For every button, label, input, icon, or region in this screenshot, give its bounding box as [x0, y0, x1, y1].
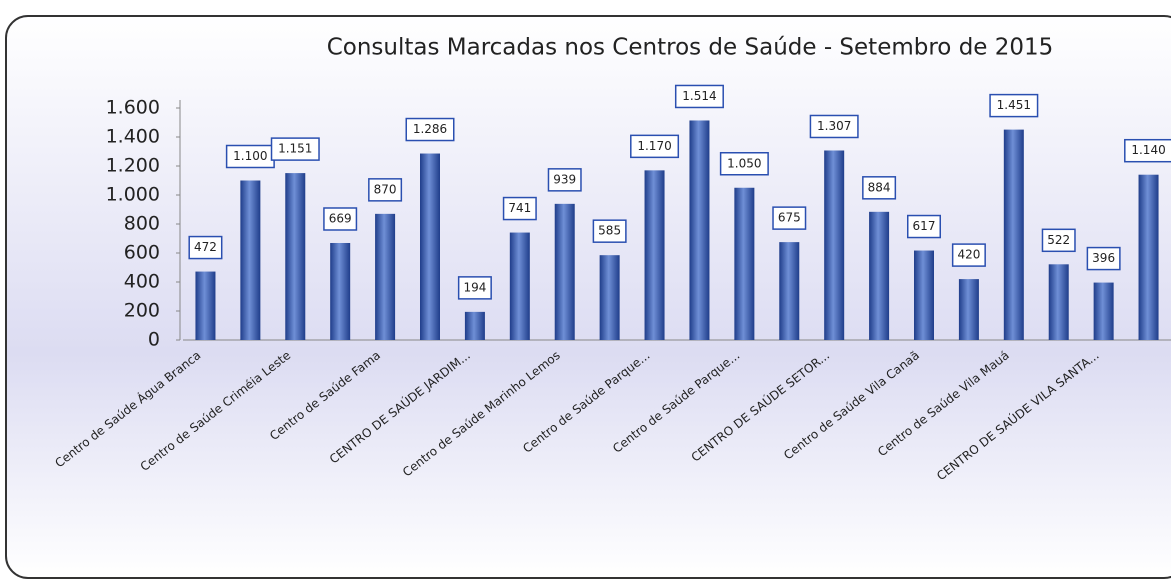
data-label-box [323, 207, 358, 231]
data-label-box [547, 168, 582, 192]
bar [734, 187, 755, 340]
data-label: 1.514 [682, 89, 716, 103]
data-label: 1.170 [637, 139, 671, 153]
data-label-box [951, 243, 986, 267]
data-label: 1.050 [727, 156, 761, 170]
bar [869, 211, 890, 340]
bar [464, 311, 485, 340]
bar [195, 271, 216, 340]
data-label-box [1124, 138, 1171, 163]
data-label-box [630, 134, 680, 159]
data-label-box [1041, 228, 1076, 253]
bar [1138, 174, 1159, 340]
data-label-box [719, 152, 769, 176]
data-label: 675 [778, 211, 801, 225]
data-label: 522 [1047, 233, 1070, 247]
data-label-box [907, 214, 941, 239]
bar [779, 242, 800, 340]
y-tick-label: 1.200 [106, 155, 160, 177]
bar [330, 242, 351, 340]
data-label: 1.100 [233, 149, 267, 163]
y-tick-label: 1.000 [106, 184, 160, 206]
data-label: 585 [598, 224, 621, 238]
data-label-box [809, 114, 859, 139]
data-label: 194 [463, 280, 486, 294]
bar [509, 232, 530, 340]
bar [599, 255, 620, 340]
data-label-box [592, 219, 627, 243]
data-label-box [862, 176, 897, 200]
data-label: 1.451 [997, 98, 1031, 112]
bar [644, 170, 665, 340]
data-label-box [772, 206, 807, 230]
data-label-box [368, 178, 403, 202]
data-label: 741 [508, 201, 531, 215]
y-tick-label: 1.600 [106, 97, 160, 119]
data-label: 396 [1092, 251, 1115, 265]
data-label: 420 [957, 248, 980, 262]
bar [1093, 282, 1114, 340]
bar [689, 120, 710, 340]
data-label-box [188, 235, 223, 260]
data-label-box [674, 84, 724, 109]
data-label-box [405, 117, 455, 142]
y-tick-label: 600 [124, 242, 160, 264]
data-label-box [989, 93, 1039, 118]
bar [285, 173, 306, 340]
bar [824, 150, 845, 340]
bar [914, 250, 934, 340]
bar [1048, 264, 1069, 340]
data-label: 939 [553, 172, 576, 186]
data-label-box [1086, 246, 1121, 271]
data-label: 472 [194, 240, 217, 254]
data-label-box [457, 276, 492, 300]
bar [554, 203, 575, 340]
y-tick-label: 1.400 [106, 126, 160, 148]
data-label: 884 [868, 180, 891, 194]
data-label: 1.151 [278, 142, 312, 156]
y-tick-label: 800 [124, 213, 160, 235]
bar [375, 213, 396, 340]
bar [420, 153, 440, 340]
data-label: 1.307 [817, 119, 851, 133]
bar [240, 180, 261, 340]
data-label-box [502, 196, 537, 221]
data-label: 617 [913, 219, 936, 233]
bar [958, 279, 979, 340]
bar [1003, 129, 1024, 340]
data-label: 1.140 [1131, 143, 1165, 157]
y-tick-label: 0 [148, 329, 160, 351]
data-label: 870 [374, 182, 397, 196]
y-tick-label: 200 [124, 300, 160, 322]
chart-title: Consultas Marcadas nos Centros de Saúde … [327, 35, 1054, 61]
y-tick-label: 400 [124, 271, 160, 293]
data-label: 1.286 [413, 122, 447, 136]
data-label: 669 [329, 211, 352, 225]
data-label-box [270, 137, 320, 161]
